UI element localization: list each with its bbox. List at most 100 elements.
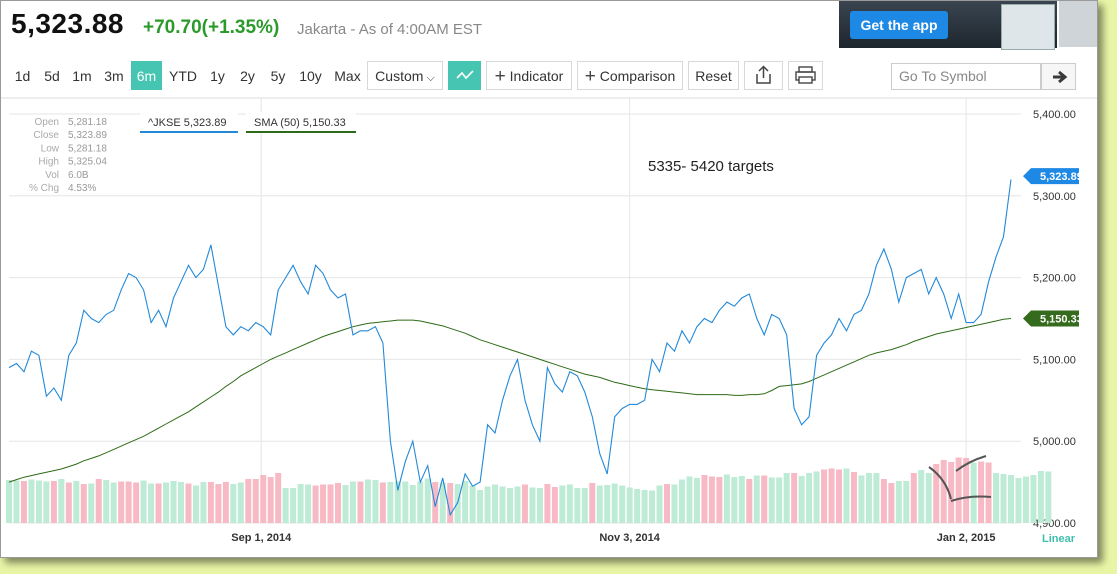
range-ytd-button[interactable]: YTD (165, 61, 201, 90)
print-button[interactable] (788, 61, 823, 90)
range-2y-button[interactable]: 2y (234, 61, 261, 90)
volume-bar (125, 481, 132, 523)
y-tick-label: 5,400.00 (1033, 109, 1076, 121)
comparison-button[interactable]: + Comparison (577, 61, 683, 90)
range-1d-button[interactable]: 1d (9, 61, 36, 90)
volume-bar (133, 482, 140, 523)
volume-bar (821, 469, 828, 523)
volume-bar (596, 485, 603, 523)
legend-main-box[interactable] (140, 112, 238, 132)
volume-bar (387, 482, 394, 523)
app-ad-banner[interactable]: Get the app (839, 1, 1057, 50)
volume-bar (641, 490, 648, 523)
volume-bar (312, 485, 319, 523)
ohlc-value: 5,281.18 (68, 117, 107, 128)
volume-bar (783, 473, 790, 523)
volume-bar (551, 487, 558, 523)
range-1m-button[interactable]: 1m (67, 61, 97, 90)
volume-bar (484, 486, 491, 523)
hand-drawn-mark (928, 455, 992, 502)
volume-bar (305, 484, 312, 523)
go-button[interactable] (1041, 63, 1076, 90)
volume-bar (559, 485, 566, 523)
volume-bar (813, 471, 820, 523)
volume-bar (731, 477, 738, 523)
volume-bar (611, 483, 618, 523)
y-tick-label: 5,200.00 (1033, 273, 1076, 285)
range-max-button[interactable]: Max (329, 61, 366, 90)
volume-bar (297, 484, 304, 523)
y-tick-label: 5,100.00 (1033, 354, 1076, 366)
volume-bar (462, 481, 469, 523)
indicator-button[interactable]: + Indicator (486, 61, 572, 90)
volume-bar (95, 479, 102, 523)
volume-bar (357, 481, 364, 523)
volume-bar (566, 484, 573, 523)
volume-bar (65, 482, 72, 523)
volume-bar (723, 474, 730, 523)
range-6m-button[interactable]: 6m (131, 61, 162, 90)
volume-bar (940, 460, 947, 523)
change-percent: (+1.35%) (201, 17, 280, 38)
volume-bar (708, 476, 715, 523)
ohlc-label: Low (41, 143, 60, 154)
volume-bar (664, 484, 671, 523)
volume-bar (349, 481, 356, 523)
last-price-flag (1023, 168, 1079, 185)
volume-bar (521, 484, 528, 523)
share-button[interactable] (744, 61, 783, 90)
volume-bar (858, 475, 865, 523)
volume-bar (925, 473, 932, 523)
volume-bar (828, 468, 835, 523)
volume-bar (985, 462, 992, 523)
volume-bar (798, 476, 805, 523)
chart-type-button[interactable] (448, 61, 481, 90)
custom-label: Custom (375, 68, 424, 84)
range-5d-button[interactable]: 5d (39, 61, 65, 90)
volume-bar (955, 457, 962, 523)
range-1y-button[interactable]: 1y (203, 61, 232, 90)
volume-bar (753, 475, 760, 523)
volume-bar (888, 483, 895, 523)
ohlc-label: % Chg (29, 183, 59, 194)
share-icon (756, 65, 771, 84)
range-5y-button[interactable]: 5y (263, 61, 293, 90)
volume-bar (738, 476, 745, 523)
volume-bar (492, 484, 499, 523)
volume-bar (768, 477, 775, 523)
volume-bar (118, 481, 125, 523)
volume-bar (200, 482, 207, 523)
get-the-app-button[interactable]: Get the app (850, 11, 948, 39)
indicator-button-label: Indicator (509, 68, 564, 84)
volume-bar (185, 483, 192, 523)
volume-bar (6, 480, 12, 523)
volume-bar (237, 482, 244, 523)
volume-bar (529, 487, 536, 523)
stock-chart[interactable]: 5,400.00 5,300.00 5,200.00 5,100.00 5,000.00… (1, 1, 1097, 557)
legend-sma-box[interactable] (246, 112, 356, 132)
volume-bar (13, 480, 20, 523)
change-value: +70.70 (143, 17, 202, 38)
volume-bar (394, 481, 401, 523)
volume-bar (873, 473, 880, 523)
volume-bar (678, 479, 685, 523)
volume-bar (514, 486, 521, 523)
volume-bar (903, 481, 910, 523)
symbol-search-input[interactable]: Go To Symbol (891, 63, 1041, 90)
volume-bar (252, 479, 259, 523)
range-3m-button[interactable]: 3m (99, 61, 129, 90)
volume-bar (693, 478, 700, 523)
volume-bar (507, 488, 513, 523)
volume-bar (155, 483, 162, 523)
volume-bar (110, 482, 117, 523)
volume-bar (372, 480, 379, 523)
price-change: +70.70(+1.35%) (143, 17, 279, 39)
custom-range-dropdown[interactable]: Custom ⌵ (367, 61, 443, 90)
volume-bar (776, 477, 783, 523)
reset-button[interactable]: Reset (688, 61, 739, 90)
line-chart-icon (456, 70, 474, 80)
volume-bar (245, 479, 252, 523)
volume-bar (35, 480, 42, 523)
volume-bar (170, 481, 177, 523)
range-10y-button[interactable]: 10y (295, 61, 326, 90)
